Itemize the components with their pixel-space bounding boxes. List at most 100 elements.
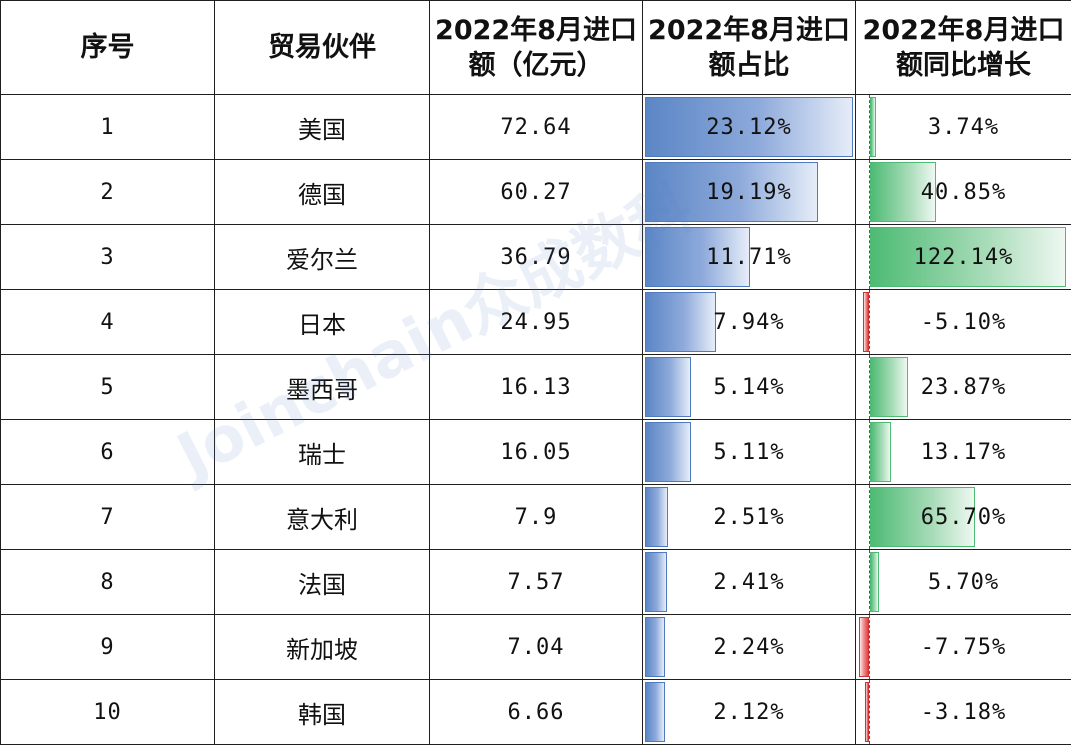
share-cell-text: 2.41% [713,569,785,595]
share-cell: 7.94% [642,289,856,355]
partner-cell: 美国 [214,94,430,160]
partner-cell-text: 意大利 [286,505,358,534]
share-cell: 11.71% [642,224,856,290]
table-row: 5 墨西哥 16.13 5.14% 23.87% [0,354,1071,420]
share-bar [645,227,751,287]
share-cell-text: 19.19% [706,179,792,205]
rank-cell: 6 [0,419,215,485]
growth-cell-text: 5.70% [927,569,1000,595]
partner-cell: 爱尔兰 [214,224,430,290]
amount-cell-text: 7.57 [507,569,565,595]
amount-cell-text: 7.04 [507,634,565,660]
growth-bar [870,552,880,612]
growth-zero-axis [869,290,870,354]
share-cell: 2.12% [642,679,856,745]
share-bar [645,617,666,677]
amount-cell-text: 16.13 [500,374,572,400]
growth-bar [870,227,1066,287]
partner-cell: 新加坡 [214,614,430,680]
table-row: 8 法国 7.57 2.41% 5.70% [0,549,1071,615]
growth-cell-text: -7.75% [920,634,1007,660]
partner-cell-text: 日本 [298,310,346,339]
amount-cell-text: 6.66 [507,699,565,725]
share-cell: 5.14% [642,354,856,420]
amount-cell: 36.79 [429,224,643,290]
rank-cell: 7 [0,484,215,550]
growth-cell-text: 13.17% [920,439,1007,465]
amount-cell-text: 24.95 [500,309,572,335]
growth-cell-text: 23.87% [920,374,1007,400]
table-row: 7 意大利 7.9 2.51% 65.70% [0,484,1071,550]
rank-cell-text: 10 [93,699,122,725]
partner-cell-text: 美国 [298,115,346,144]
header-share: 2022年8月进口额占比 [642,0,856,95]
amount-cell-text: 7.9 [514,504,558,530]
partner-cell-text: 爱尔兰 [286,245,358,274]
table-row: 2 德国 60.27 19.19% 40.85% [0,159,1071,225]
rank-cell: 5 [0,354,215,420]
growth-cell-text: -3.18% [920,699,1007,725]
growth-zero-axis [869,680,870,744]
growth-bar [870,97,876,157]
amount-cell: 16.13 [429,354,643,420]
growth-zero-axis [869,615,870,679]
partner-cell-text: 韩国 [298,700,346,729]
rank-cell: 1 [0,94,215,160]
share-bar [645,682,665,742]
growth-bar [870,422,892,482]
amount-cell: 7.9 [429,484,643,550]
rank-cell-text: 6 [100,439,115,465]
amount-cell-text: 72.64 [500,114,572,140]
growth-cell: 13.17% [855,419,1071,485]
rank-cell: 9 [0,614,215,680]
share-cell: 2.51% [642,484,856,550]
growth-cell: -3.18% [855,679,1071,745]
header-growth: 2022年8月进口额同比增长 [855,0,1071,95]
growth-zero-axis [869,420,870,484]
header-row: 序号 贸易伙伴 2022年8月进口额（亿元） 2022年8月进口额占比 2022… [0,0,1071,95]
amount-cell: 72.64 [429,94,643,160]
header-rank: 序号 [0,0,215,95]
rank-cell: 10 [0,679,215,745]
amount-cell: 16.05 [429,419,643,485]
growth-cell: -5.10% [855,289,1071,355]
partner-cell: 瑞士 [214,419,430,485]
share-bar [645,97,853,157]
share-cell: 2.24% [642,614,856,680]
share-bar [645,487,668,547]
growth-cell: 3.74% [855,94,1071,160]
amount-cell: 7.57 [429,549,643,615]
share-bar [645,552,667,612]
growth-zero-axis [869,550,870,614]
share-cell-text: 23.12% [706,114,792,140]
growth-zero-axis [869,485,870,549]
share-cell-text: 2.51% [713,504,785,530]
partner-cell: 意大利 [214,484,430,550]
growth-bar [862,292,869,352]
rank-cell: 8 [0,549,215,615]
share-cell: 19.19% [642,159,856,225]
growth-cell-text: -5.10% [920,309,1007,335]
growth-bar [859,617,869,677]
growth-cell: 65.70% [855,484,1071,550]
growth-cell: -7.75% [855,614,1071,680]
growth-cell-text: 3.74% [927,114,1000,140]
header-partner: 贸易伙伴 [214,0,430,95]
table-row: 1 美国 72.64 23.12% 3.74% [0,94,1071,160]
partner-cell: 法国 [214,549,430,615]
table-row: 3 爱尔兰 36.79 11.71% 122.14% [0,224,1071,290]
partner-cell: 德国 [214,159,430,225]
partner-cell-text: 法国 [298,570,346,599]
share-cell-text: 11.71% [706,244,792,270]
growth-cell-text: 122.14% [913,244,1014,270]
rank-cell: 2 [0,159,215,225]
share-cell: 5.11% [642,419,856,485]
share-bar [645,162,818,222]
table-row: 4 日本 24.95 7.94% -5.10% [0,289,1071,355]
share-cell: 23.12% [642,94,856,160]
amount-cell: 60.27 [429,159,643,225]
growth-cell: 23.87% [855,354,1071,420]
share-cell-text: 5.11% [713,439,785,465]
growth-bar [870,357,909,417]
